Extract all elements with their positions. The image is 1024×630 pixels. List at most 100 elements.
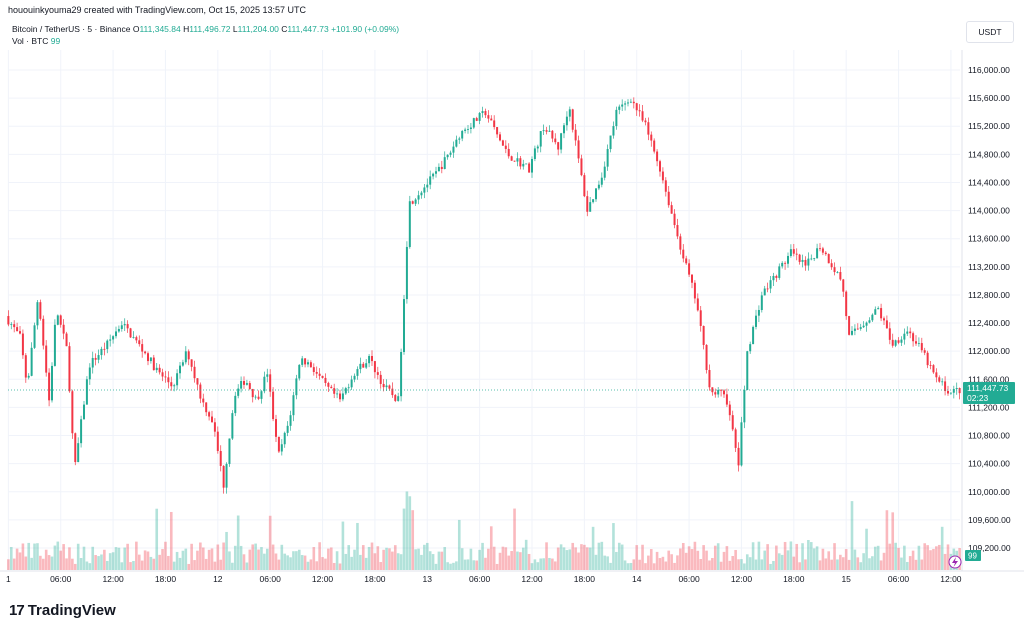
volume-bar [766,544,769,570]
volume-bar [341,521,345,570]
candle-body [923,350,926,353]
volume-bar [745,554,749,570]
candle-body [77,443,80,463]
candle-body [542,130,545,132]
candle-body [13,324,16,328]
volume-bar [501,546,505,570]
candle-body [798,254,801,262]
candle-body [10,324,13,325]
time-axis[interactable]: 1 06:00 12:00 18:00 12 06:00 12:00 18:00 13 06:00… [0,570,1024,584]
candle-body [33,325,36,348]
volume-bar [297,549,301,570]
currency-selector[interactable]: USDT [966,21,1014,43]
tradingview-logo[interactable]: 17 TradingView [9,600,116,620]
candle-body [749,344,752,352]
candle-body [539,131,542,147]
volume-legend: Vol · BTC 99 [12,36,60,46]
volume-bar [900,557,903,570]
volume-bar [68,547,71,570]
time-tick-label: 13 [423,574,433,584]
candle-body [929,365,932,366]
volume-bar [335,551,339,570]
candle-body [533,148,536,160]
candle-body [234,395,237,414]
price-tick-label: 114,800.00 [968,149,1010,159]
volume-bar [574,547,577,570]
volume-bar [158,554,161,570]
candle-body [816,248,819,259]
candle-body [691,274,693,283]
volume-bar [475,560,479,570]
lightning-icon[interactable] [948,555,962,569]
candle-body [752,326,755,345]
volume-bar [178,557,182,570]
close-value: 111,447.73 [287,24,329,34]
candle-body [301,358,304,365]
candle-body [333,388,336,394]
volume-bar [379,562,383,570]
volume-bar [903,545,906,570]
candle-body [53,324,56,366]
volume-bar [609,562,612,570]
price-chart[interactable]: 116,000.00 115,600.00 115,200.00 114,800.00… [0,0,1024,600]
volume-bar [725,546,729,570]
volume-bar [140,560,144,570]
candle-body [298,364,301,379]
volume-bar [271,544,275,570]
volume-bar [443,547,447,570]
volume-bar [184,548,188,570]
volume-bar [743,563,746,570]
candle-body [120,325,123,329]
candle-body [632,101,635,104]
candle-body [804,259,807,266]
candle-body [627,102,629,104]
candle-body [341,393,344,400]
volume-bar [440,551,444,570]
candle-body [286,425,289,433]
volume-bar [713,545,717,570]
volume-bar [693,541,697,570]
candle-body [659,161,661,172]
time-tick-label: 18:00 [155,574,177,584]
candle-body [21,333,24,356]
candle-body [696,298,699,311]
candle-body [525,163,528,165]
candle-body [350,379,353,388]
time-tick-label: 06:00 [888,574,910,584]
volume-bar [405,491,409,570]
chart-attribution: hououinkyouma29 created with TradingView… [8,5,307,15]
price-tick-label: 112,000.00 [968,346,1010,356]
volume-bar [350,556,353,570]
candle-body [353,375,356,380]
candle-body [304,358,307,365]
volume-bar [649,549,653,570]
candle-body [493,120,496,128]
volume-bar [708,560,711,570]
candle-body [112,336,115,340]
volume-bar [15,548,19,570]
candle-body [571,109,574,130]
volume-bar [594,554,598,570]
volume-bar [702,545,705,570]
volume-bar [146,551,150,570]
volume-bar [39,555,42,570]
volume-bar [53,545,57,570]
candle-body [152,357,155,371]
candle-body [487,115,490,119]
volume-bar [452,562,455,570]
symbol-name[interactable]: Bitcoin / TetherUS · 5 · Binance [12,24,131,34]
candle-body [827,254,830,264]
time-tick-label: 18:00 [364,574,386,584]
candle-body [606,149,609,167]
candle-body [743,389,746,423]
volume-bar [199,542,202,570]
candle-body [339,393,341,400]
candle-body [757,310,760,316]
candle-body [240,381,243,389]
volume-bar [207,549,211,570]
price-axis[interactable]: 116,000.00 115,600.00 115,200.00 114,800.00… [961,50,1011,571]
candle-body [560,133,563,150]
candle-body [894,340,897,346]
volume-label[interactable]: Vol · BTC [12,36,49,46]
candle-body [644,120,647,123]
